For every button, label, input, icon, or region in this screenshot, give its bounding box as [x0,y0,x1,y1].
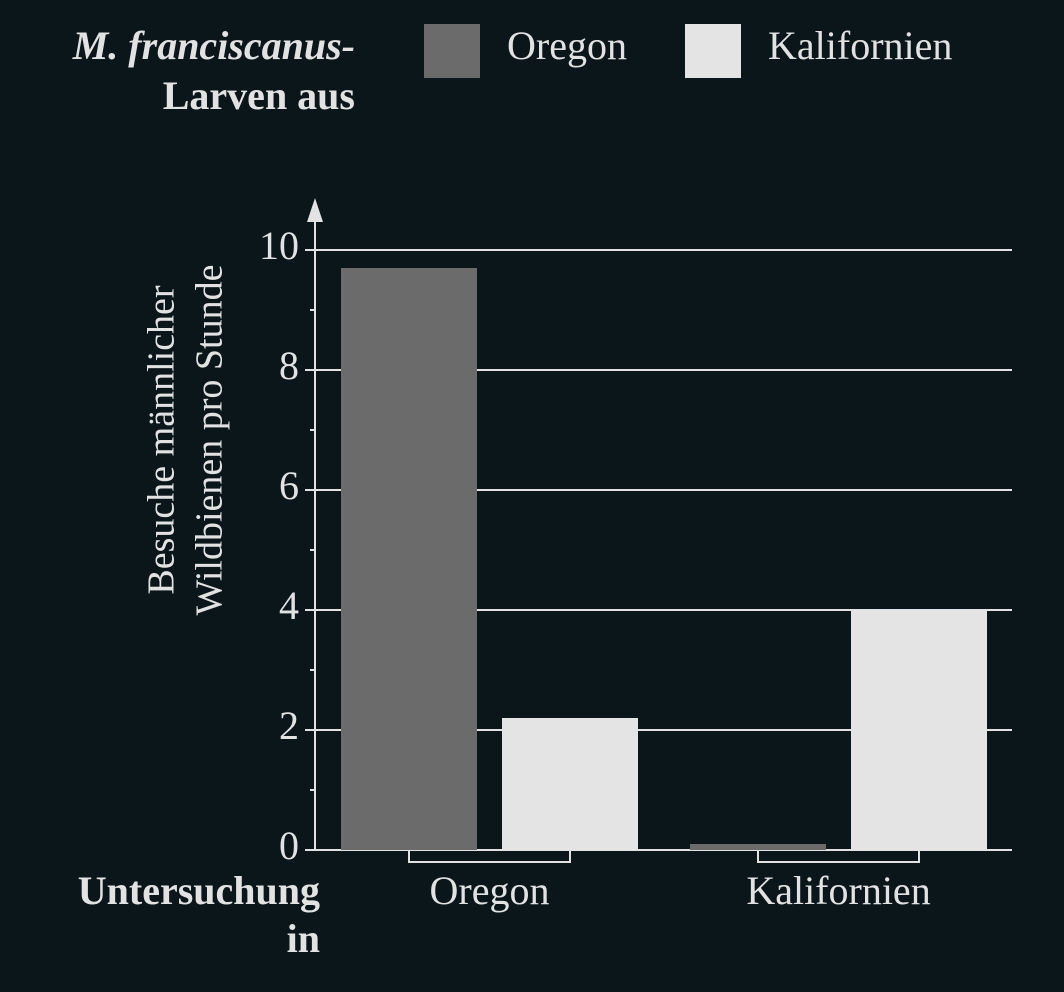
x-axis-label: in [287,916,320,961]
x-tick-label: Oregon [430,868,550,913]
y-tick-label: 6 [279,463,299,508]
y-tick-label: 10 [259,223,299,268]
y-label-line: Besuche männlicher [141,285,183,595]
x-tick-label: Kalifornien [746,868,930,913]
y-tick-label: 4 [279,583,299,628]
legend-swatch [685,24,741,78]
bar [341,268,477,850]
bar [502,718,638,850]
y-axis-label: Besuche männlicher Wildbienen pro Stunde [141,265,231,616]
legend-title: M. franciscanus- [72,23,355,68]
legend-label: Kalifornien [768,23,952,68]
y-label-line: Wildbienen pro Stunde [189,265,231,616]
y-tick-label: 2 [279,703,299,748]
y-tick-label: 0 [279,823,299,868]
legend-swatch [424,24,480,78]
category-bracket [408,850,571,863]
bar [851,610,987,850]
y-tick-label: 8 [279,343,299,388]
y-axis-arrow [307,198,323,222]
legend-title: Larven aus [163,73,355,118]
x-axis-label: Untersuchung [78,868,320,913]
legend-label: Oregon [507,23,627,68]
category-bracket [757,850,920,863]
bar [690,844,826,850]
